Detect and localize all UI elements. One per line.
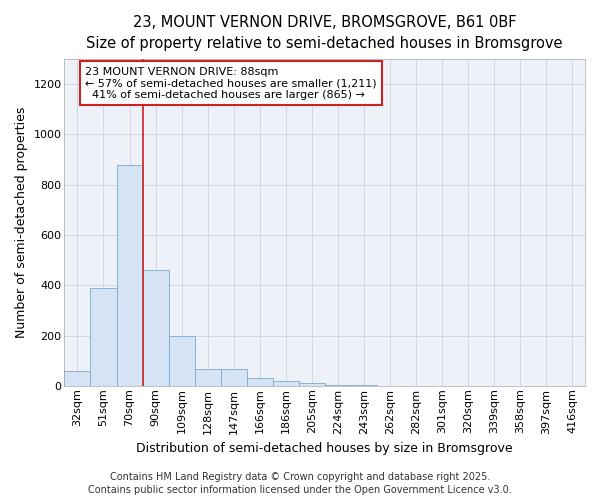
Bar (325, 385, 351, 386)
Text: Contains HM Land Registry data © Crown copyright and database right 2025.
Contai: Contains HM Land Registry data © Crown c… (88, 472, 512, 495)
Y-axis label: Number of semi-detached properties: Number of semi-detached properties (15, 107, 28, 338)
Bar (116, 164, 143, 386)
Text: 23 MOUNT VERNON DRIVE: 88sqm
← 57% of semi-detached houses are smaller (1,211)
 : 23 MOUNT VERNON DRIVE: 88sqm ← 57% of se… (85, 66, 377, 100)
Bar (247, 378, 272, 386)
Bar (91, 288, 116, 386)
Bar (143, 270, 169, 386)
Bar (194, 370, 221, 386)
Bar (272, 380, 299, 386)
Bar (221, 370, 247, 386)
Bar (169, 336, 194, 386)
X-axis label: Distribution of semi-detached houses by size in Bromsgrove: Distribution of semi-detached houses by … (136, 442, 513, 455)
Title: 23, MOUNT VERNON DRIVE, BROMSGROVE, B61 0BF
Size of property relative to semi-de: 23, MOUNT VERNON DRIVE, BROMSGROVE, B61 … (86, 15, 563, 51)
Bar (64, 370, 91, 386)
Bar (299, 384, 325, 386)
